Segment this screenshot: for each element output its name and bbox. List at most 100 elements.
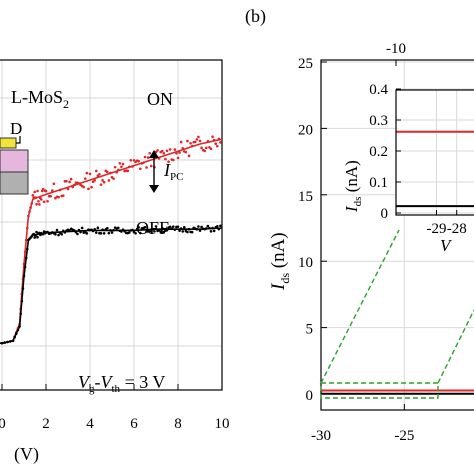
inset-chart: 0 0.1 0.2 0.3 0.4 -29 -28 Ids (nA) V [342, 82, 474, 255]
left-series-point-off [109, 229, 112, 232]
inset-y-tick-label: 0 [381, 206, 389, 222]
left-series-point-on [72, 183, 76, 187]
left-series-point-off [120, 230, 123, 233]
left-series-point-on [98, 172, 101, 176]
left-series-point-on [82, 185, 86, 189]
left-series-point-off [63, 231, 67, 234]
left-series-point-off [79, 230, 82, 234]
left-series-point-off [171, 225, 175, 228]
gate-condition-label: Vg-Vth = 3 V [78, 372, 165, 395]
right-y-tick-label: 0 [306, 388, 314, 404]
left-series-point-on [197, 135, 200, 139]
right-y-tick-label: 20 [298, 122, 313, 138]
left-series-point-off [107, 231, 111, 235]
left-series-point-off [209, 230, 213, 233]
left-series-point-off [127, 231, 131, 234]
left-series-point-off [143, 226, 147, 229]
left-series-point-on [93, 179, 97, 182]
left-series-point-on [142, 161, 145, 164]
right-top-axis-tick: -10 [386, 41, 406, 57]
left-grid [0, 60, 223, 390]
left-series-point-on [112, 177, 115, 180]
left-series-point-on [200, 146, 203, 150]
left-series-point-on [145, 166, 148, 169]
left-series-point-on [32, 196, 36, 199]
left-series-point-off [35, 230, 38, 234]
left-series-point-off [105, 226, 109, 230]
left-series-point-off [36, 235, 39, 239]
left-series-point-on [132, 158, 136, 162]
left-series-point-off [165, 228, 169, 232]
left-series-point-off [153, 230, 156, 233]
left-series-point-on [149, 164, 153, 168]
left-series-point-on [137, 159, 141, 163]
left-series-point-on [189, 141, 192, 145]
left-series-point-off [93, 227, 97, 231]
left-series-point-on [127, 165, 131, 169]
left-series-point-on [26, 226, 29, 230]
left-series-point-on [37, 199, 40, 203]
left-series-point-on [66, 187, 70, 191]
left-series-point-off [217, 227, 221, 231]
right-x-ticks: -30 -25 [311, 404, 414, 444]
zoom-indicator [320, 229, 474, 399]
left-series-point-on [42, 200, 46, 204]
left-x-tick-label: 8 [174, 416, 182, 432]
left-series-point-on [171, 158, 175, 162]
left-series-point-on [57, 195, 60, 199]
left-series-point-on [186, 139, 189, 143]
left-series-point-on [41, 187, 45, 191]
left-series-point-off [154, 225, 158, 228]
inset-frame [395, 89, 474, 216]
left-series-point-off [160, 226, 164, 230]
inset-y-tick-label: 0.2 [369, 144, 388, 160]
left-series-point-off [32, 232, 36, 236]
right-y-axis-label: Ids (nA) [268, 232, 292, 291]
left-series-point-off [19, 312, 23, 316]
right-y-tick-label: 25 [298, 56, 313, 72]
left-series-point-on [38, 203, 41, 206]
left-series-point-on [121, 162, 125, 166]
left-series-point-on [71, 185, 75, 189]
right-y-tick-label: 10 [298, 255, 313, 271]
left-series-point-on [187, 154, 191, 158]
left-series-point-on [165, 149, 169, 153]
left-series-point-on [217, 137, 221, 141]
left-series-point-off [60, 232, 64, 236]
left-series-point-off [176, 225, 180, 229]
left-series-point-off [212, 229, 216, 233]
left-x-tick-label: 6 [130, 416, 138, 432]
left-series-point-off [178, 229, 181, 232]
ipc-arrow-icon [149, 150, 159, 193]
left-series-point-on [30, 202, 33, 205]
left-series-point-off [208, 226, 211, 230]
inset-background [396, 90, 474, 215]
left-series-point-off [219, 224, 222, 228]
left-series-point-off [6, 340, 9, 344]
left-series-point-off [112, 228, 115, 232]
left-series-point-on [215, 144, 219, 148]
right-y-ticks: 0 5 10 15 20 25 [298, 56, 327, 404]
left-series-point-on [27, 214, 30, 218]
left-series-point-on [211, 135, 214, 139]
left-series-point-off [26, 247, 29, 251]
left-series-point-off [61, 229, 65, 233]
left-x-axis-label-fragment: . [0, 444, 2, 464]
on-label: ON [147, 89, 173, 109]
left-series-point-on [164, 157, 167, 161]
left-series-point-on [58, 188, 62, 192]
left-series-point-off [138, 231, 142, 235]
left-series-point-on [31, 194, 35, 197]
left-series-point-off [18, 325, 21, 328]
left-series-point-on [195, 138, 199, 141]
left-series-point-on [173, 148, 177, 151]
device-bottom-layer [0, 171, 29, 195]
left-series-point-on [143, 155, 147, 159]
left-series-point-on [34, 196, 37, 199]
left-series-point-on [99, 183, 103, 186]
zoom-box [320, 382, 439, 399]
left-series-point-off [11, 339, 15, 343]
inset-y-ticks: 0 0.1 0.2 0.3 0.4 [369, 82, 401, 222]
left-series-point-off [190, 230, 194, 234]
left-series-point-on [206, 140, 210, 143]
